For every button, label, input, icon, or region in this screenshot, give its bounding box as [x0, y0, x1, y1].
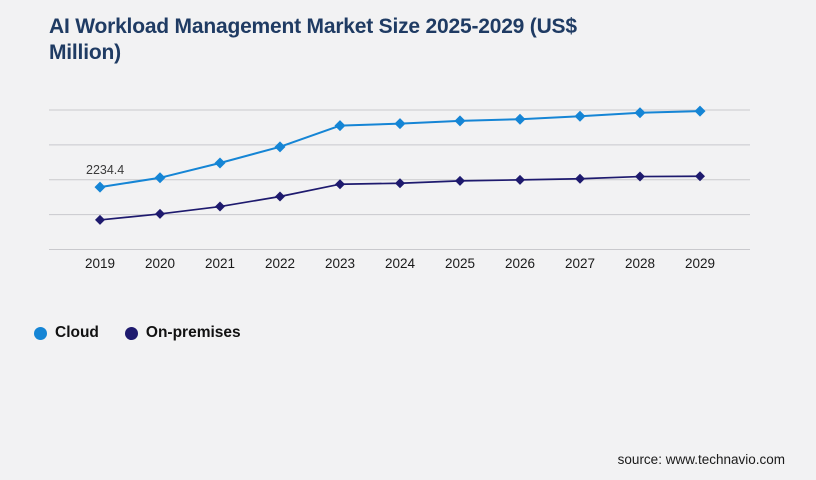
- cloud-series-dot-icon: [34, 326, 47, 340]
- data-point-on-premises-2028: [635, 171, 645, 182]
- legend-label-cloud: Cloud: [55, 324, 99, 341]
- data-point-on-premises-2022: [275, 191, 285, 202]
- legend-label-on-premises: On-premises: [145, 324, 241, 341]
- data-point-on-premises-2026: [515, 174, 525, 185]
- data-point-cloud-2029: [694, 105, 706, 117]
- data-point-cloud-2022: [274, 141, 286, 153]
- data-point-cloud-2020: [154, 172, 166, 184]
- page-title: AI Workload Management Market Size 2025-…: [49, 14, 577, 66]
- data-point-cloud-2025: [454, 115, 466, 127]
- on-premises-series-dot-icon: [124, 326, 138, 340]
- data-point-on-premises-2019: [95, 214, 105, 225]
- data-point-cloud-2024: [394, 118, 406, 130]
- data-point-on-premises-2024: [395, 178, 405, 189]
- data-point-on-premises-2023: [335, 179, 345, 190]
- data-point-cloud-2026: [514, 113, 526, 125]
- page-title-line-1: AI Workload Management Market Size 2025-…: [49, 15, 577, 38]
- data-point-cloud-2021: [214, 157, 226, 169]
- data-point-cloud-2023: [334, 120, 346, 132]
- data-point-on-premises-2020: [155, 208, 165, 219]
- data-point-on-premises-2029: [695, 171, 705, 182]
- data-point-on-premises-2027: [575, 173, 585, 184]
- data-point-cloud-2028: [634, 107, 646, 119]
- data-point-on-premises-2025: [455, 175, 465, 186]
- data-point-on-premises-2021: [215, 201, 225, 212]
- chart-legend: Cloud On-premises: [34, 324, 241, 342]
- data-label-cloud-2019: 2234.4: [86, 163, 125, 177]
- legend-item-cloud: Cloud: [34, 324, 99, 342]
- legend-item-on-premises: On-premises: [124, 324, 241, 342]
- data-point-cloud-2027: [574, 110, 586, 122]
- source-attribution: source: www.technavio.com: [617, 452, 785, 467]
- data-point-cloud-2019: [94, 181, 106, 193]
- page-title-line-2: Million): [49, 41, 121, 64]
